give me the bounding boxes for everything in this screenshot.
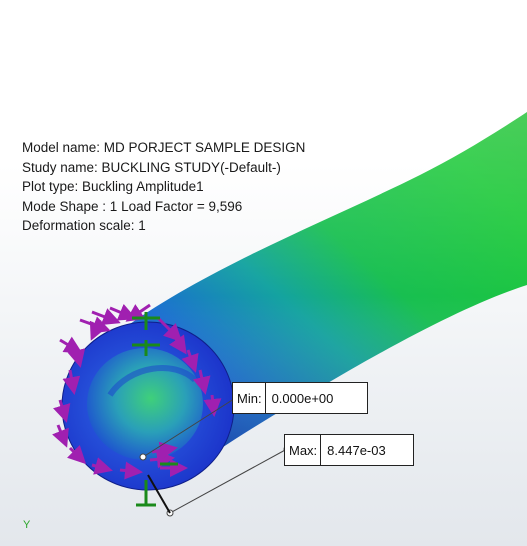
load-arrows <box>52 303 222 480</box>
max-probe-label[interactable]: Max: 8.447e-03 <box>284 434 414 466</box>
plot-info-block: Model name: MD PORJECT SAMPLE DESIGN Stu… <box>22 138 305 236</box>
tube-bore <box>87 348 203 460</box>
fixture-icon <box>132 312 178 507</box>
model-name: Model name: MD PORJECT SAMPLE DESIGN <box>22 140 306 155</box>
min-label: Min: <box>233 383 266 413</box>
mode-shape: Mode Shape : 1 Load Factor = 9,596 <box>22 198 243 214</box>
plot-type: Plot type: Buckling Amplitude1 <box>22 179 204 194</box>
study-name: Study name: BUCKLING STUDY(-Default-) <box>22 159 281 175</box>
min-value: 0.000e+00 <box>271 390 334 406</box>
axis-triad-icon: Y <box>23 519 31 531</box>
max-label: Max: <box>285 435 322 465</box>
max-value: 8.447e-03 <box>327 442 386 458</box>
deformation-scale: Deformation scale: 1 <box>22 218 146 233</box>
min-probe-label[interactable]: Min: 0.000e+00 <box>232 382 368 414</box>
